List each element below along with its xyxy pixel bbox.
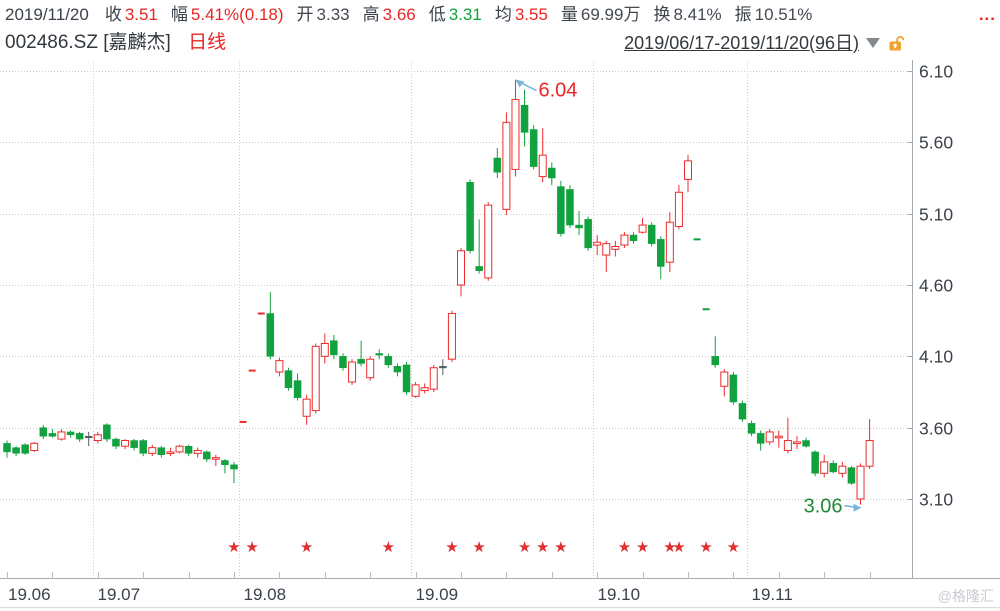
info-field: 低 3.31 <box>428 5 482 24</box>
info-field: 振 10.51% <box>734 5 813 24</box>
gelonghui-watermark: @格隆汇 <box>937 588 994 604</box>
event-star-icon: ★ <box>699 539 712 556</box>
svg-text:19.11: 19.11 <box>752 585 793 604</box>
svg-text:19.07: 19.07 <box>98 585 141 604</box>
event-star-icon: ★ <box>554 539 567 556</box>
svg-text:19.09: 19.09 <box>416 585 459 604</box>
event-star-icon: ★ <box>618 539 631 556</box>
info-fields: 收 3.51 幅 5.41%(0.18) 开 3.33 高 3.66 低 3.31 均 3.55 量 69… <box>105 5 826 24</box>
event-star-icon: ★ <box>727 539 740 556</box>
event-star-icon: ★ <box>536 539 549 556</box>
info-field: 均 3.55 <box>494 5 548 24</box>
info-field: 收 3.51 <box>104 5 158 24</box>
event-star-icon: ★ <box>245 539 258 556</box>
bottom-border <box>0 607 1000 608</box>
svg-text:19.06: 19.06 <box>8 585 51 604</box>
svg-text:4.60: 4.60 <box>919 276 953 296</box>
svg-text:3.60: 3.60 <box>919 419 953 439</box>
info-date: 2019/11/20 <box>5 5 89 24</box>
event-star-icon: ★ <box>663 539 676 556</box>
more-button[interactable]: ... <box>978 5 996 24</box>
svg-text:4.10: 4.10 <box>919 347 953 367</box>
event-star-icon: ★ <box>472 539 485 556</box>
unlock-icon[interactable] <box>887 34 906 53</box>
event-star-icon: ★ <box>382 539 395 556</box>
event-star-icon: ★ <box>300 539 313 556</box>
svg-text:5.10: 5.10 <box>919 205 953 225</box>
event-star-icon: ★ <box>518 539 531 556</box>
event-star-icon: ★ <box>227 539 240 556</box>
date-range-text[interactable]: 2019/06/17-2019/11/20(96日) <box>624 33 859 53</box>
info-field: 换 8.41% <box>653 5 722 24</box>
svg-text:3.10: 3.10 <box>919 490 953 510</box>
svg-text:6.10: 6.10 <box>919 62 953 82</box>
svg-text:5.60: 5.60 <box>919 133 953 153</box>
info-bar: 2019/11/20 收 3.51 幅 5.41%(0.18) 开 3.33 高 3.66 低 3.… <box>5 4 995 26</box>
svg-text:19.10: 19.10 <box>598 585 641 604</box>
date-range-control[interactable]: 2019/06/17-2019/11/20(96日) <box>624 31 906 55</box>
event-star-icon: ★ <box>445 539 458 556</box>
chevron-down-icon[interactable] <box>866 38 880 48</box>
symbol-name: 002486.SZ [嘉麟杰] <box>5 32 171 53</box>
event-star-icon: ★ <box>672 539 685 556</box>
svg-text:19.08: 19.08 <box>244 585 287 604</box>
annotation-label: 6.04 <box>538 80 577 102</box>
info-field: 高 3.66 <box>362 5 416 24</box>
annotation-label: 3.06 <box>804 496 843 518</box>
info-field: 开 3.33 <box>296 5 350 24</box>
info-field: 幅 5.41%(0.18) <box>170 5 284 24</box>
title-bar: 002486.SZ [嘉麟杰] 日线 <box>5 30 226 56</box>
event-star-icon: ★ <box>636 539 649 556</box>
info-field: 量 69.99万 <box>560 5 641 24</box>
period-tab-daily[interactable]: 日线 <box>188 32 227 53</box>
